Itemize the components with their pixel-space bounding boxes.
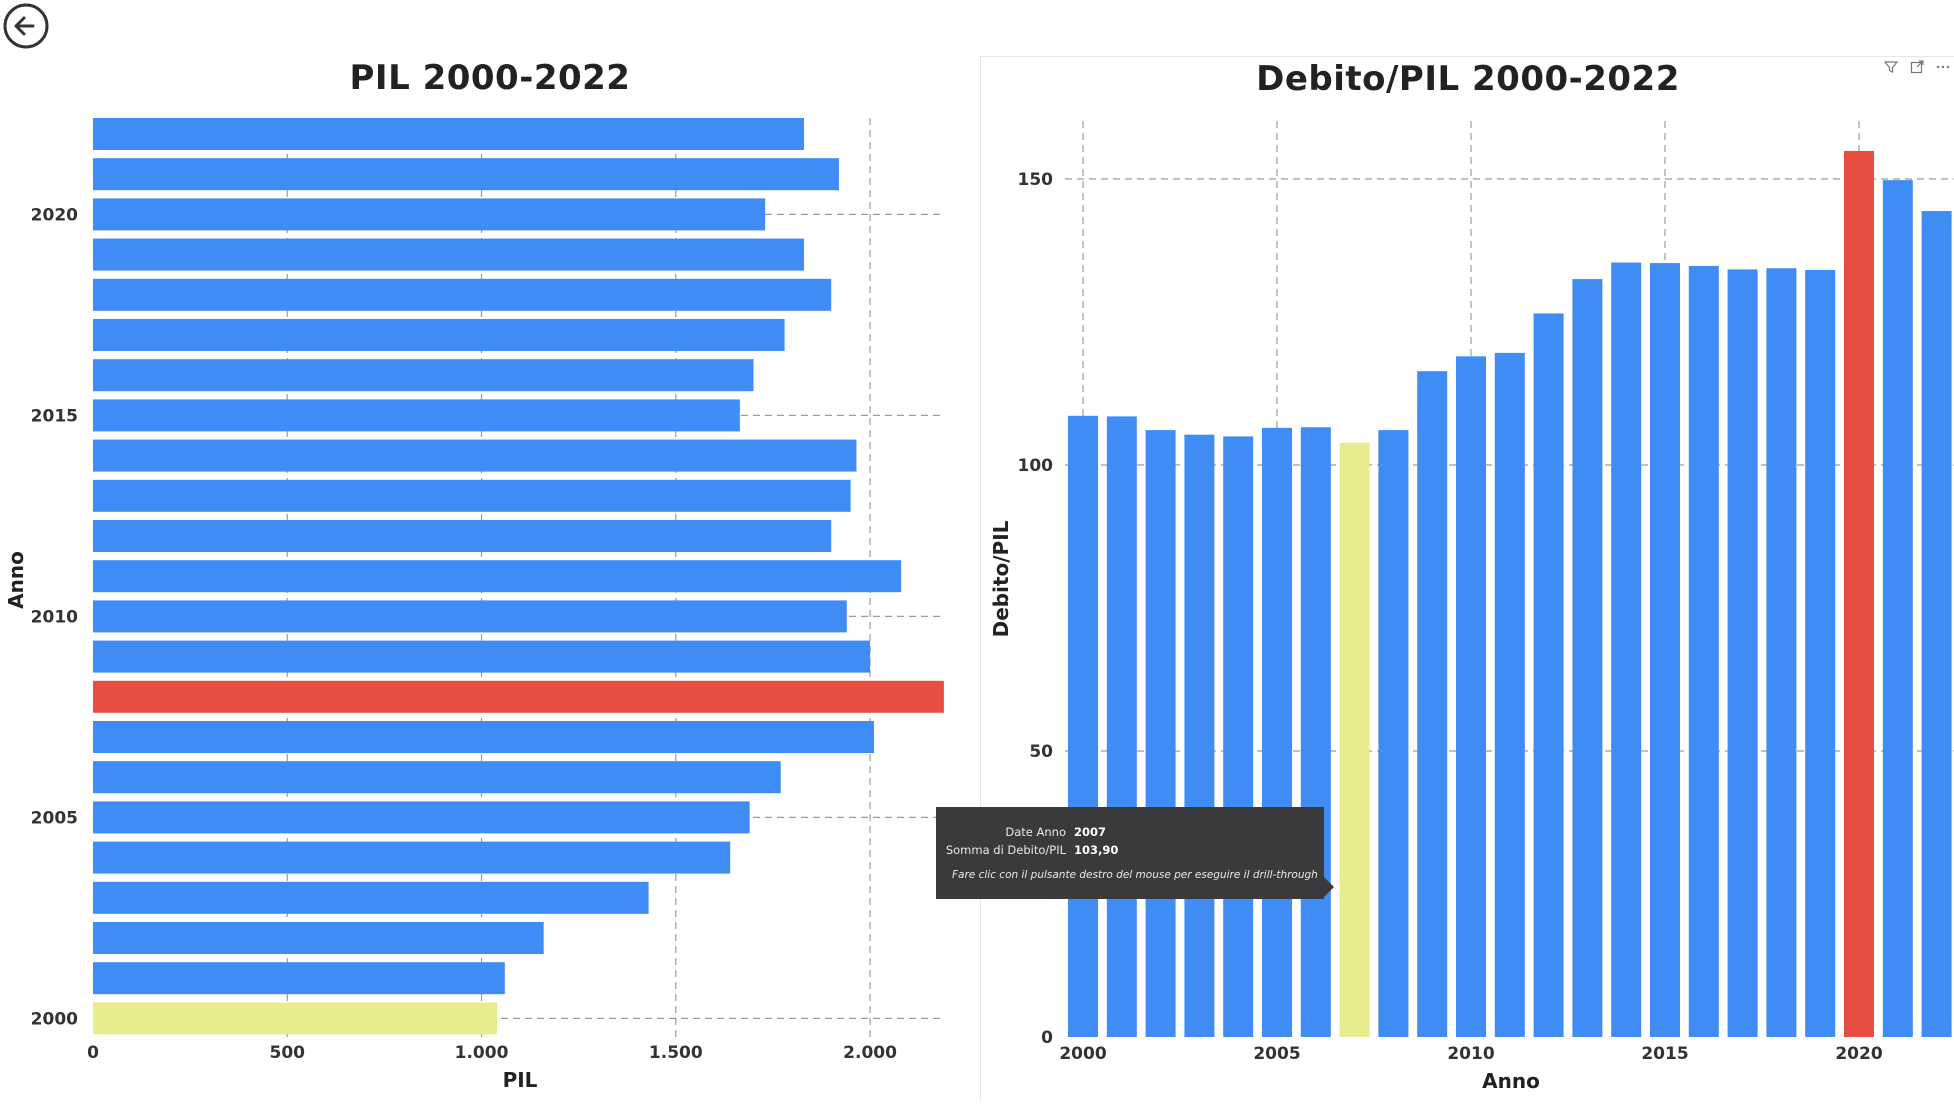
bar-2018 — [1766, 268, 1797, 1037]
x-tick-label: 0 — [87, 1043, 99, 1063]
pil-chart-visual[interactable]: PIL 2000-2022 2000 2005 2010 2015 2020 0 500 1.… — [0, 40, 980, 1099]
bar-2004 — [1223, 436, 1254, 1037]
x-tick-label: 500 — [270, 1043, 306, 1063]
bar-2010 — [1456, 356, 1486, 1037]
bar-2007 — [1339, 442, 1370, 1037]
bar-2013 — [93, 479, 851, 512]
bar-2019 — [1805, 269, 1836, 1037]
bar-2008 — [93, 680, 944, 713]
bar-2002 — [1145, 430, 1176, 1037]
bar-2020 — [93, 198, 766, 231]
bar-2020 — [1844, 150, 1874, 1038]
bar-2010 — [93, 600, 847, 633]
bar-2021 — [1882, 180, 1913, 1038]
bar-2000 — [93, 1002, 498, 1035]
bar-2009 — [93, 640, 871, 673]
bar-2011 — [1494, 352, 1525, 1037]
x-tick-label: 2005 — [1253, 1044, 1300, 1064]
y-tick-label: 2015 — [31, 406, 78, 426]
chart-title: Debito/PIL 2000-2022 — [1256, 59, 1680, 99]
y-tick-label: 2010 — [31, 607, 78, 627]
filter-icon[interactable] — [1883, 59, 1899, 75]
x-axis-title: PIL — [503, 1068, 538, 1092]
bar-2006 — [1300, 427, 1331, 1037]
bar-2005 — [93, 801, 750, 834]
y-tick-label: 2005 — [31, 808, 78, 828]
bar-2009 — [1417, 371, 1448, 1037]
tooltip-value-sum: 103,90 — [1074, 843, 1119, 857]
bar-2021 — [93, 158, 839, 191]
bar-2017 — [1727, 269, 1758, 1038]
bar-2017 — [93, 319, 785, 351]
pil-bar-chart: 2000 2005 2010 2015 2020 0 500 1.000 1.500 2.000 P… — [4, 118, 945, 1092]
y-tick-label: 2020 — [31, 205, 78, 225]
bar-2014 — [93, 439, 857, 472]
y-axis-title: Debito/PIL — [989, 520, 1013, 637]
bar-2002 — [93, 922, 544, 954]
bar-2016 — [1688, 265, 1719, 1038]
focus-mode-icon[interactable] — [1909, 59, 1925, 75]
data-tooltip: Date Anno 2007 Somma di Debito/PIL 103,9… — [936, 807, 1334, 899]
bar-2008 — [1378, 430, 1409, 1037]
bar-2012 — [93, 520, 832, 552]
bar-2011 — [93, 560, 902, 593]
bar-2016 — [93, 359, 754, 392]
tooltip-label-year: Date Anno — [1005, 825, 1066, 839]
bar-2019 — [93, 238, 805, 271]
bar-2001 — [93, 962, 505, 995]
y-tick-label: 2000 — [31, 1009, 78, 1029]
y-tick-label: 100 — [1018, 456, 1054, 476]
visual-header-icons — [1883, 59, 1951, 75]
debito-pil-chart-visual[interactable]: Debito/PIL 2000-2022 0 50 100 150 2000 2005 20… — [980, 56, 1954, 1100]
x-axis-title: Anno — [1482, 1069, 1540, 1093]
x-tick-label: 2015 — [1641, 1044, 1688, 1064]
bar-2006 — [93, 761, 781, 794]
y-tick-label: 0 — [1041, 1028, 1053, 1048]
bar-2013 — [1572, 279, 1603, 1038]
bar-2001 — [1106, 416, 1137, 1037]
tooltip-value-year: 2007 — [1074, 825, 1107, 839]
bar-2003 — [1184, 434, 1215, 1038]
bar-2015 — [93, 399, 740, 432]
debito-pil-column-chart: 0 50 100 150 2000 2005 2010 2015 2020 Anno Debito/… — [989, 121, 1954, 1093]
chart-title: PIL 2000-2022 — [349, 58, 631, 98]
bar-2004 — [93, 841, 731, 874]
x-tick-label: 2000 — [1059, 1044, 1106, 1064]
back-arrow-icon[interactable] — [2, 2, 50, 50]
bar-2005 — [1262, 427, 1292, 1037]
tooltip-label-sum: Somma di Debito/PIL — [945, 843, 1066, 857]
more-options-icon[interactable] — [1935, 59, 1951, 75]
x-tick-label: 1.000 — [455, 1043, 509, 1063]
y-axis-title: Anno — [4, 551, 28, 609]
bar-2000 — [1068, 415, 1098, 1038]
y-tick-label: 150 — [1018, 170, 1054, 190]
x-tick-label: 2.000 — [843, 1043, 897, 1063]
x-tick-label: 2010 — [1447, 1044, 1494, 1064]
bar-2018 — [93, 278, 832, 311]
y-tick-label: 50 — [1029, 742, 1053, 762]
bar-2015 — [1650, 263, 1680, 1037]
bar-2022 — [93, 118, 805, 150]
bar-2012 — [1533, 313, 1564, 1037]
bar-2014 — [1611, 262, 1642, 1038]
bar-2022 — [1921, 211, 1952, 1038]
x-tick-label: 2020 — [1835, 1044, 1882, 1064]
bar-2007 — [93, 721, 874, 753]
bar-2003 — [93, 881, 649, 914]
x-tick-label: 1.500 — [649, 1043, 703, 1063]
tooltip-drillthrough-hint: Fare clic con il pulsante destro del mou… — [952, 869, 1318, 881]
